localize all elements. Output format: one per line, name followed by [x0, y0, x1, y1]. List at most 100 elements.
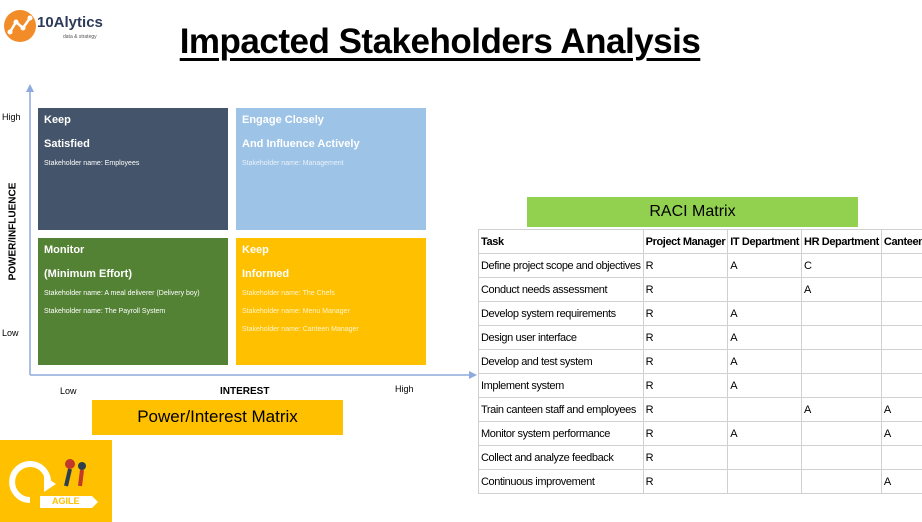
- stakeholder: Stakeholder name: Management: [242, 160, 344, 167]
- table-cell: R: [642, 421, 729, 446]
- table-cell: A: [801, 397, 882, 422]
- raci-title: RACI Matrix: [527, 197, 858, 227]
- quadrant-heading: And Influence Actively: [242, 138, 360, 150]
- table-cell: R: [642, 373, 729, 398]
- table-row: Develop and test system R A: [478, 349, 922, 374]
- table-cell: A: [727, 373, 803, 398]
- table-cell: [880, 349, 922, 374]
- quadrant-heading: Monitor: [44, 244, 85, 256]
- table-cell: [801, 325, 882, 350]
- table-cell: A: [727, 421, 803, 446]
- table-cell: Define project scope and objectives: [478, 253, 644, 278]
- table-cell: Develop system requirements: [478, 301, 644, 326]
- raci-table: Task Project Manager IT Department HR Depar…: [478, 229, 922, 494]
- table-row: Collect and analyze feedbackRA: [478, 445, 922, 470]
- quadrant-heading: Satisfied: [44, 138, 90, 150]
- quadrant: Engage Closely And Influence Actively Stak…: [236, 108, 426, 230]
- table-cell: [801, 421, 882, 446]
- stakeholder: Stakeholder name: Menu Manager: [242, 308, 350, 315]
- slide-title: Impacted Stakeholders Analysis: [179, 22, 701, 61]
- table-cell: A: [727, 349, 803, 374]
- stakeholder: Stakeholder name: The Payroll System: [44, 308, 166, 315]
- quadrant-heading: Keep: [242, 244, 269, 256]
- quadrant-heading: Keep: [44, 114, 71, 126]
- table-cell: [727, 469, 803, 494]
- x-axis-label: INTEREST: [220, 386, 270, 397]
- table-cell: [880, 325, 922, 350]
- table-cell: A: [727, 253, 803, 278]
- header-cell: Project Manager: [642, 229, 729, 254]
- quadrant: Keep Satisfied Stakeholder name: Employees: [38, 108, 228, 230]
- quadrant: Monitor (Minimum Effort) Stakeholder name:…: [38, 238, 228, 365]
- logo-name: 10Alytics: [37, 14, 103, 31]
- table-row: Define project scope and objectives R A C: [478, 253, 922, 278]
- quadrant-heading: (Minimum Effort): [44, 268, 132, 280]
- table-cell: R: [642, 397, 729, 422]
- table-cell: R: [642, 253, 729, 278]
- table-row: Implement system R A: [478, 373, 922, 398]
- table-cell: Collect and analyze feedback: [478, 445, 644, 470]
- header-cell: IT Department: [727, 229, 803, 254]
- axes: [26, 84, 477, 379]
- agile-icon: [9, 459, 98, 508]
- table-cell: [880, 373, 922, 398]
- table-row: Design user interface R A: [478, 325, 922, 350]
- header-cell: HR Department: [801, 229, 882, 254]
- table-cell: [727, 397, 803, 422]
- quadrant: Keep Informed Stakeholder name: The Chefs S…: [236, 238, 426, 365]
- table-cell: [801, 445, 882, 470]
- table-cell: A: [880, 469, 922, 494]
- table-cell: [727, 445, 803, 470]
- agile-badge: AGILE: [0, 440, 112, 522]
- table-row: Develop system requirements R A: [478, 301, 922, 326]
- y-axis-label: POWER/INFLUENCE: [7, 182, 19, 281]
- badge-label: AGILE: [52, 496, 80, 506]
- table-cell: [880, 253, 922, 278]
- table-cell: Train canteen staff and employees: [478, 397, 644, 422]
- quadrant-heading: Informed: [242, 268, 290, 280]
- stakeholder: Stakeholder name: A meal deliverer (Deli…: [44, 290, 200, 297]
- table-cell: [801, 373, 882, 398]
- table-cell: [801, 469, 882, 494]
- matrix-caption: Power/Interest Matrix: [92, 400, 343, 435]
- table-cell: R: [642, 445, 729, 470]
- table-cell: R: [642, 325, 729, 350]
- table-cell: Develop and test system: [478, 349, 644, 374]
- table-row: Monitor system performanceRAAA: [478, 421, 922, 446]
- table-cell: [880, 445, 922, 470]
- table-cell: A: [727, 325, 803, 350]
- stakeholder: Stakeholder name: Employees: [44, 160, 140, 167]
- header-cell: Canteen Staff: [880, 229, 922, 254]
- table-row: Conduct needs assessment R A: [478, 277, 922, 302]
- table-cell: A: [880, 397, 922, 422]
- header-cell: Task: [478, 229, 644, 254]
- y-low: Low: [2, 328, 19, 338]
- table-cell: [801, 301, 882, 326]
- stakeholder: Stakeholder name: Canteen Manager: [242, 326, 359, 333]
- table-cell: R: [642, 277, 729, 302]
- table-cell: Design user interface: [478, 325, 644, 350]
- logo: 10Alytics data & strategy: [0, 0, 125, 60]
- x-high: High: [395, 384, 414, 394]
- table-cell: C: [801, 253, 882, 278]
- table-cell: [880, 301, 922, 326]
- table-cell: Conduct needs assessment: [478, 277, 644, 302]
- table-cell: R: [642, 349, 729, 374]
- x-low: Low: [60, 386, 77, 396]
- table-cell: A: [727, 301, 803, 326]
- table-cell: A: [880, 421, 922, 446]
- logo-tagline: data & strategy: [63, 34, 97, 40]
- table-cell: Continuous improvement: [478, 469, 644, 494]
- table-cell: Monitor system performance: [478, 421, 644, 446]
- table-cell: R: [642, 469, 729, 494]
- table-cell: [880, 277, 922, 302]
- table-cell: Implement system: [478, 373, 644, 398]
- stakeholder: Stakeholder name: The Chefs: [242, 290, 335, 297]
- header-row: Task Project Manager IT Department HR Depar…: [478, 229, 922, 254]
- table-cell: [727, 277, 803, 302]
- table-row: Train canteen staff and employees R A A: [478, 397, 922, 422]
- y-high: High: [2, 112, 21, 122]
- table-cell: [801, 349, 882, 374]
